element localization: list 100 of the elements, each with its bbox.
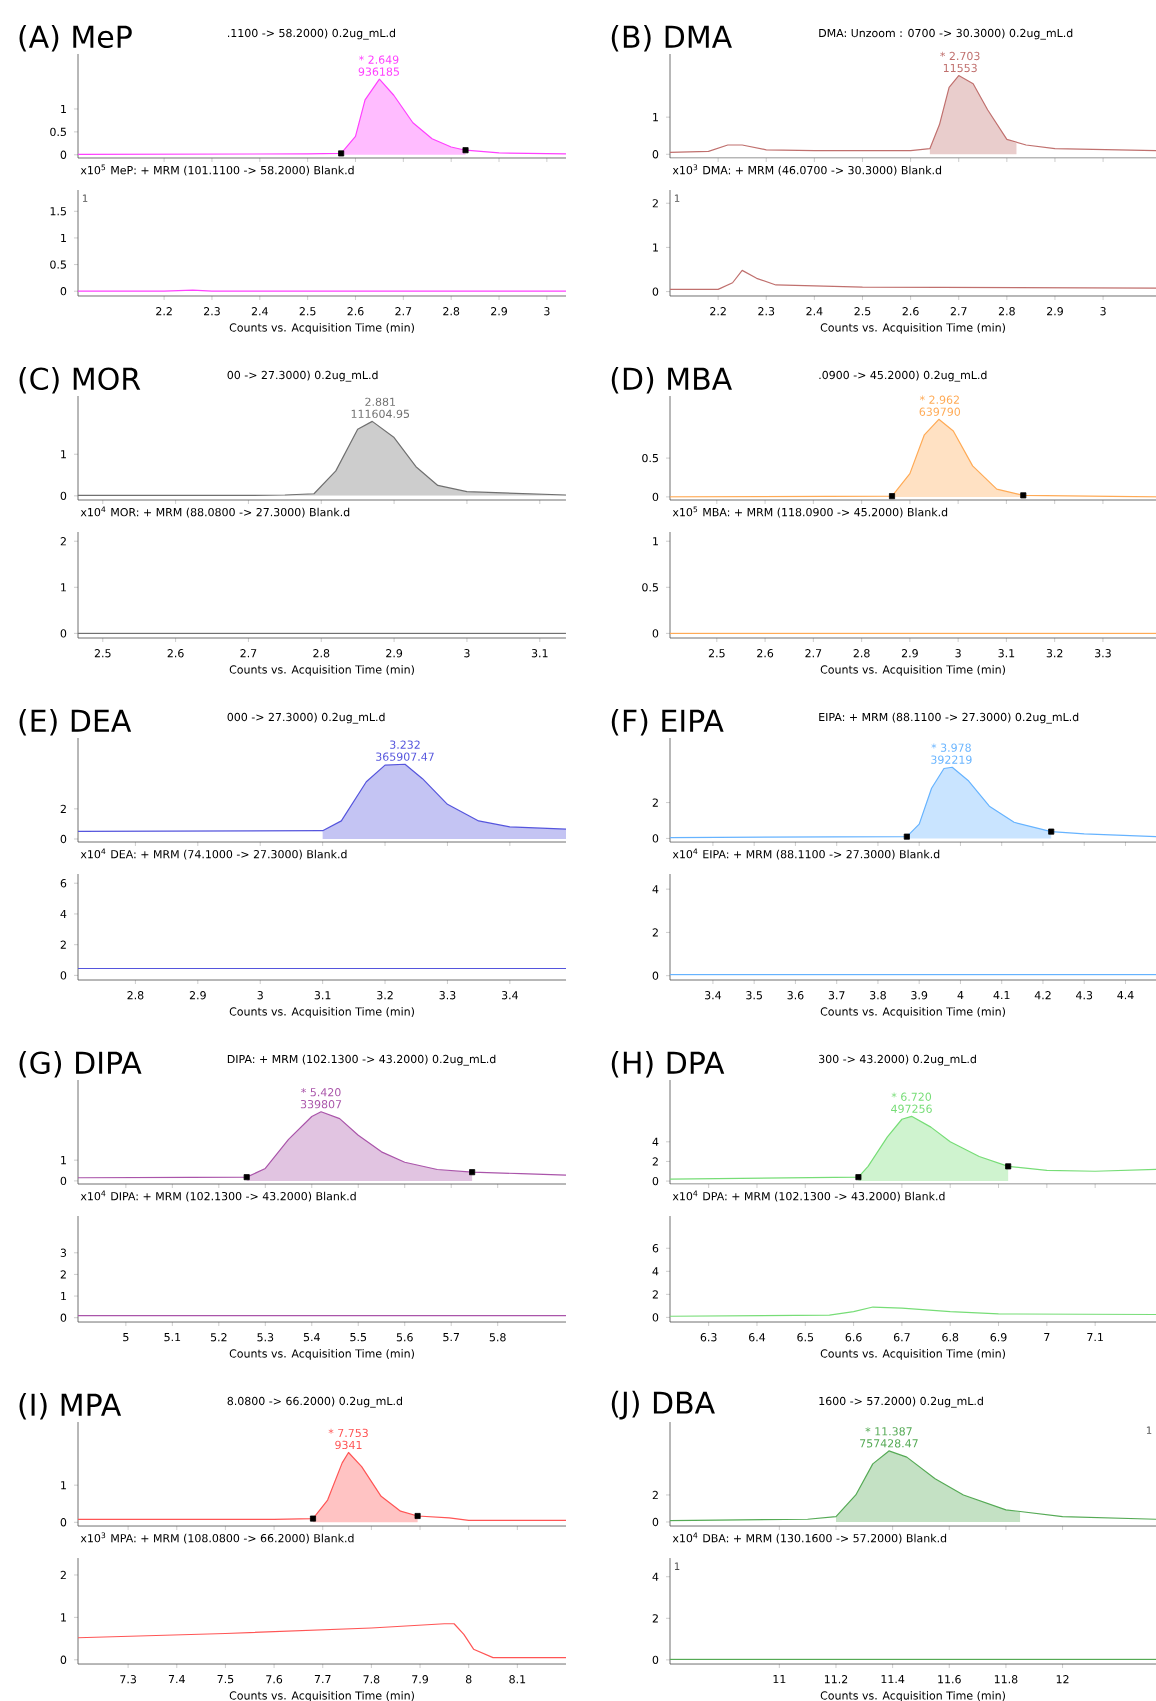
x-tick-label: 5.8 [489,1333,506,1342]
chart-title: (I) MPA [19,1392,122,1420]
annotation: * 6.720 [891,1092,932,1101]
line-series [78,1111,567,1179]
annotation: 392219 [931,755,972,764]
x-tick-label: 3 [257,991,263,1000]
y-tick-label: 0 [652,971,659,980]
x-tick-label: 2.5 [94,649,111,658]
x-tick-label: 6.3 [700,1333,717,1342]
x-tick-label: 11.8 [994,1675,1018,1684]
x-tick-label: 2.8 [998,307,1015,316]
x-tick-label: 5.4 [303,1333,320,1342]
x-tick-label: 7.4 [168,1675,185,1684]
annotation: * 11.387 [865,1427,912,1436]
x-tick-label: 2.7 [395,307,412,316]
annotation: 1 [674,194,680,202]
x-tick-label: 3.5 [746,991,762,1000]
x-tick-label: 8 [465,1675,472,1684]
annotation: * 5.420 [301,1088,341,1097]
chart-title: (E) DEA [19,708,132,736]
x-tick-label: 2.7 [805,649,822,658]
x-tick-label: 2.6 [347,307,364,316]
y-tick-label: 2 [652,1290,658,1299]
chart-subtitle: .0900 -> 45.2000) 0.2ug_mL.d [819,370,987,382]
x-axis-title: Counts vs. Acquisition Time (min) [229,323,414,334]
x-tick-label: 2.4 [806,307,823,316]
y-tick-label: 4 [652,1572,659,1581]
x-tick-label: 2.8 [127,991,144,1000]
x-tick-label: 7.3 [120,1675,136,1684]
x-tick-label: 5 [123,1333,129,1342]
y-tick-label: 0 [60,491,67,500]
chart-subtitle: 000 -> 27.3000) 0.2ug_mL.d [227,712,385,724]
y-tick-label: 1 [653,243,658,252]
chart-subtitle: 8.0800 -> 66.2000) 0.2ug_mL.d [227,1396,402,1408]
x-tick-label: 2.8 [443,307,460,316]
annotation: * 7.753 [328,1428,368,1438]
x-tick-label: 2.3 [204,307,220,316]
y-tick-label: 0 [60,287,67,296]
x-tick-label: 3.4 [705,991,722,1000]
x-tick-label: 12 [1056,1675,1069,1684]
x-tick-label: 2.9 [386,649,403,658]
x-tick-label: 7.9 [412,1675,429,1684]
y-tick-label: 0 [60,1313,67,1322]
x-tick-label: 2.7 [240,649,257,658]
y-tick-label: 0 [60,1176,67,1186]
line-series [670,1450,1156,1522]
chart-title: (F) EIPA [611,708,724,736]
x-tick-label: 2.5 [854,307,871,316]
annotation: * 2.649 [359,55,399,64]
x-tick-label: 3.3 [439,991,456,1000]
x-tick-label: 3 [955,649,961,658]
x-axis-title: Counts vs. Acquisition Time (min) [820,1007,1005,1018]
x-tick-label: 7.1 [1087,1333,1103,1342]
x-tick-label: 3 [464,649,470,658]
annotation: 365907.47 [376,752,434,761]
x-tick-label: 2.8 [853,649,870,658]
x-tick-label: 4.4 [1117,991,1134,1000]
x-tick-label: 3.1 [314,991,331,1000]
x-axis-title: Counts vs. Acquisition Time (min) [820,1349,1005,1360]
x-tick-label: 11.4 [881,1675,905,1684]
chart-title: x10$^{4}$ DBA: + MRM (130.1600 -> 57.2000) Blank.d [672,1532,947,1544]
y-tick-label: 4 [652,885,659,894]
y-tick-label: 1 [61,1613,66,1622]
chart-title: x10$^{5}$ MBA: + MRM (118.0900 -> 45.2000) Blank.d [672,506,948,518]
x-tick-label: 7 [1044,1333,1050,1342]
y-tick-label: 1 [653,113,658,122]
x-tick-label: 6.8 [942,1333,959,1342]
annotation: * 2.703 [940,51,980,61]
x-tick-label: 11.2 [824,1675,848,1684]
y-tick-label: 2 [60,1570,66,1580]
y-tick-label: 0 [60,834,67,844]
chart-title: (H) DPA [611,1050,725,1078]
x-tick-label: 2.2 [710,307,726,316]
y-tick-label: 2 [652,928,658,937]
x-tick-label: 4.2 [1034,991,1051,1000]
annotation: 11553 [943,63,977,73]
y-tick-label: 0.5 [642,583,658,592]
y-tick-label: 1 [61,104,66,113]
y-tick-label: 2 [652,1490,658,1500]
x-tick-label: 4 [957,991,964,1000]
x-tick-label: 3.2 [377,991,393,1000]
x-tick-label: 2.7 [950,307,967,316]
x-tick-label: 5.7 [443,1333,460,1342]
chart-title: x10$^{4}$ MOR: + MRM (88.0800 -> 27.3000) Blank.d [80,506,350,518]
y-tick-label: 1 [61,1481,66,1490]
y-tick-label: 2 [60,1270,66,1279]
chart-title: (A) MeP [19,24,132,52]
x-tick-label: 3.8 [870,991,886,1000]
y-tick-label: 0 [60,1518,67,1527]
y-tick-label: 3 [60,1248,67,1257]
line-series [670,74,1156,154]
y-tick-label: 0.5 [642,453,658,463]
x-tick-label: 3.1 [531,649,548,658]
chart-subtitle: DMA: Unzoom : 0700 -> 30.3000) 0.2ug_mL.d [819,28,1073,40]
x-tick-label: 2.5 [299,307,316,316]
x-tick-label: 3 [544,307,550,316]
annotation: 111604.95 [351,409,410,418]
y-tick-label: 2 [652,1614,658,1623]
x-axis-title: Counts vs. Acquisition Time (min) [820,1691,1005,1701]
x-tick-label: 2.9 [491,307,508,316]
